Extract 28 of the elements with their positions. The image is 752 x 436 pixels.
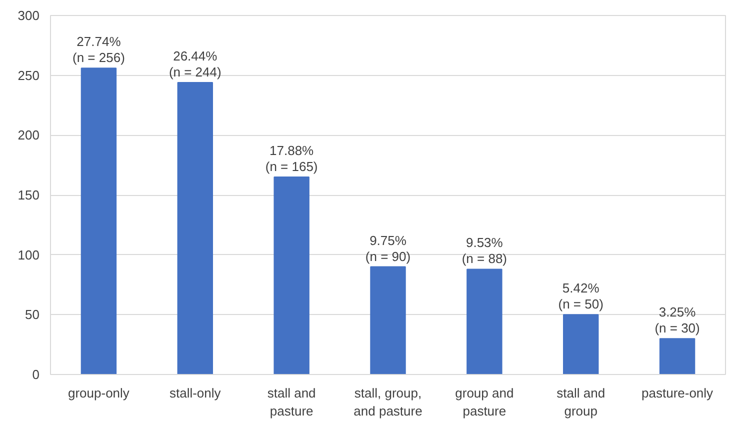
text: 9.75% (n = 90) [365,232,411,264]
x-tick-label: pasture-only [642,386,714,400]
y-tick-label: 200 [18,128,40,143]
bar [659,338,696,374]
y-tick-label: 0 [32,367,40,382]
y-tick-label: 100 [18,247,40,262]
text: 3.25% (n = 30) [654,304,700,336]
bar [274,176,310,374]
bar [370,266,406,374]
bar [466,268,502,374]
x-tick-label: stall, group, and pasture [354,386,422,418]
x-tick-label: group-only [68,386,130,400]
x-tick-label: stall and pasture [267,386,316,418]
y-tick-label: 250 [18,68,40,83]
text: 17.88% (n = 165) [265,143,318,174]
text: 9.53% (n = 88) [462,235,508,266]
bar [80,68,117,374]
bar [177,82,213,374]
text: 27.74% (n = 256) [72,34,125,66]
y-tick-label: 300 [18,8,40,23]
y-tick-label: 150 [18,188,40,202]
text: 26.44% (n = 244) [168,48,222,80]
text: 5.42% (n = 50) [558,280,604,312]
x-tick-label: stall-only [169,386,222,400]
bar [563,314,599,374]
x-tick-label: stall and group [556,386,606,418]
y-tick-label: 50 [25,307,40,322]
x-tick-label: group and pasture [455,386,514,418]
